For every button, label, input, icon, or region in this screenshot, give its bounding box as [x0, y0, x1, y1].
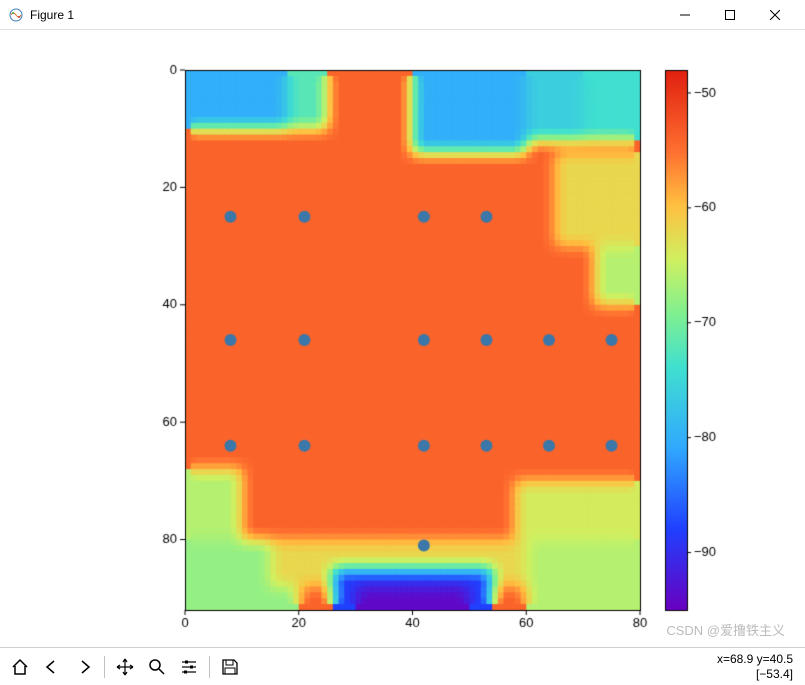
back-button[interactable]: [37, 652, 67, 682]
home-button[interactable]: [5, 652, 35, 682]
status-coords: x=68.9 y=40.5: [717, 652, 793, 666]
close-button[interactable]: [752, 0, 797, 30]
save-button[interactable]: [215, 652, 245, 682]
figure-window: Figure 1 CSDN @爱撸铁主义: [0, 0, 805, 685]
plot-area[interactable]: CSDN @爱撸铁主义: [0, 30, 805, 647]
toolbar-separator: [104, 656, 105, 678]
status-value: [−53.4]: [717, 667, 793, 681]
toolbar: x=68.9 y=40.5 [−53.4]: [0, 647, 805, 685]
close-icon: [770, 10, 780, 20]
forward-icon: [74, 657, 94, 677]
minimize-icon: [680, 10, 690, 20]
configure-button[interactable]: [174, 652, 204, 682]
pan-button[interactable]: [110, 652, 140, 682]
home-icon: [10, 657, 30, 677]
window-title: Figure 1: [30, 8, 74, 22]
maximize-icon: [725, 10, 735, 20]
app-icon: [8, 7, 24, 23]
heatmap-canvas: [0, 30, 805, 647]
titlebar: Figure 1: [0, 0, 805, 30]
configure-icon: [179, 657, 199, 677]
minimize-button[interactable]: [662, 0, 707, 30]
back-icon: [42, 657, 62, 677]
cursor-status: x=68.9 y=40.5 [−53.4]: [717, 652, 801, 681]
zoom-icon: [147, 657, 167, 677]
pan-icon: [115, 657, 135, 677]
zoom-button[interactable]: [142, 652, 172, 682]
forward-button[interactable]: [69, 652, 99, 682]
maximize-button[interactable]: [707, 0, 752, 30]
save-icon: [220, 657, 240, 677]
toolbar-separator: [209, 656, 210, 678]
